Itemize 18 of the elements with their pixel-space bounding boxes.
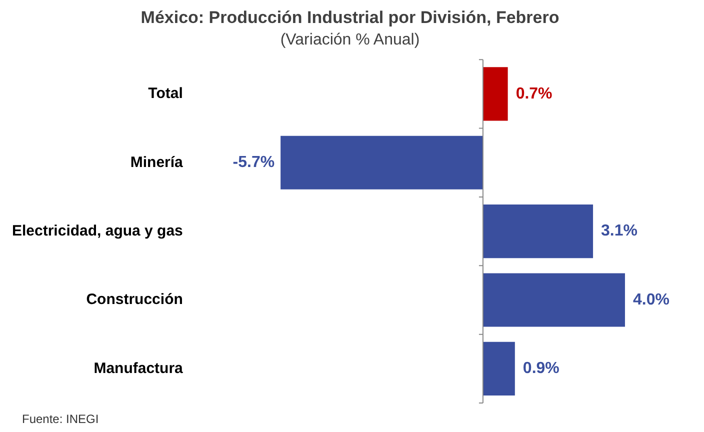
bar <box>482 273 625 327</box>
chart-subtitle: (Variación % Anual) <box>280 31 420 48</box>
y-tick-label: Manufactura <box>94 360 184 377</box>
data-label: 0.7% <box>516 85 552 102</box>
chart-title: México: Producción Industrial por División, Febrero <box>140 8 560 27</box>
y-tick-label: Minería <box>130 154 184 171</box>
bar <box>482 204 594 258</box>
bar <box>280 136 483 190</box>
y-tick-label: Construcción <box>86 291 183 308</box>
data-label: 4.0% <box>632 291 670 308</box>
y-tick-label: Total <box>148 85 183 102</box>
data-label: 0.9% <box>522 360 560 378</box>
y-tick-label: Electricidad, agua y gas <box>12 222 183 240</box>
data-label: 3.1% <box>601 222 638 240</box>
source-note: Fuente: INEGI <box>22 412 99 426</box>
bar <box>482 67 508 121</box>
bar <box>482 342 515 396</box>
data-label: -5.7% <box>232 154 275 172</box>
